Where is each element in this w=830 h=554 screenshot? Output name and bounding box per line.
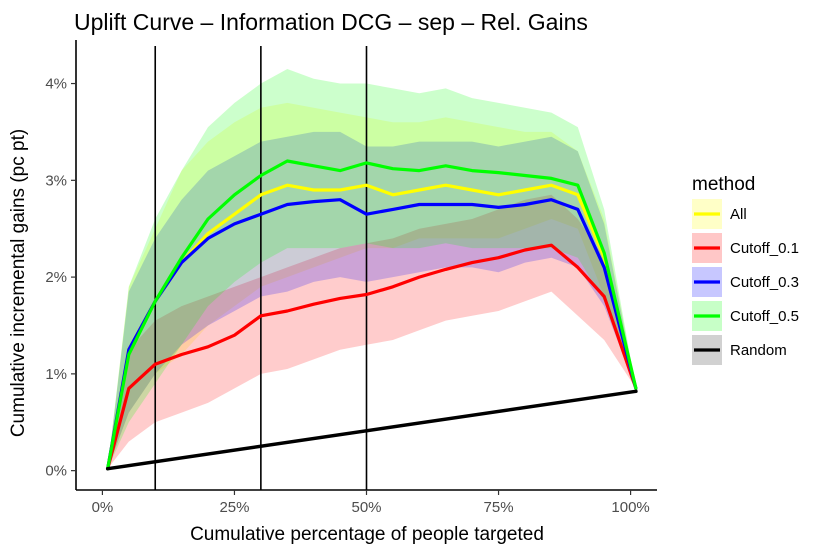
y-tick-label: 4% [45,76,67,93]
y-tick-label: 3% [45,172,67,189]
line-cutoff-0-1 [106,243,638,471]
legend-label: Cutoff_0.5 [730,308,799,325]
legend-item-all: All [692,199,747,229]
y-axis-title: Cumulative incremental gains (pc pt) [8,129,29,437]
legend: method All Cutoff_0.1 Cutoff_0.3 Cutoff_0.5… [692,174,799,365]
band-cutoff-0-5 [107,69,636,469]
x-tick-label: 25% [219,499,249,516]
line-random [105,389,638,471]
y-axis-ticks: 0% 1% 2% 3% 4% [45,76,76,480]
legend-item-cutoff-0-1: Cutoff_0.1 [692,233,799,263]
chart-title: Uplift Curve – Information DCG – sep – R… [74,9,588,35]
x-tick-label: 75% [484,499,514,516]
series-lines [105,159,638,471]
legend-label: Random [730,342,787,359]
y-tick-label: 1% [45,366,67,383]
x-tick-label: 0% [92,499,114,516]
legend-item-random: Random [692,335,787,365]
x-axis-ticks: 0% 25% 50% 75% 100% [92,490,650,516]
band-cutoff-0-1 [107,194,636,469]
x-axis-title: Cumulative percentage of people targeted [190,524,544,545]
legend-label: Cutoff_0.1 [730,240,799,257]
x-tick-label: 100% [611,499,649,516]
band-cutoff-0-3 [107,131,636,469]
legend-label: All [730,206,747,223]
y-tick-label: 0% [45,463,67,480]
legend-item-cutoff-0-3: Cutoff_0.3 [692,267,799,297]
vertical-reference-lines [154,46,368,490]
line-cutoff-0-3 [106,198,638,471]
legend-item-cutoff-0-5: Cutoff_0.5 [692,301,799,331]
confidence-bands [107,69,636,469]
line-cutoff-0-5 [106,159,638,471]
legend-label: Cutoff_0.3 [730,274,799,291]
legend-title: method [692,174,755,195]
x-tick-label: 50% [351,499,381,516]
y-tick-label: 2% [45,269,67,286]
